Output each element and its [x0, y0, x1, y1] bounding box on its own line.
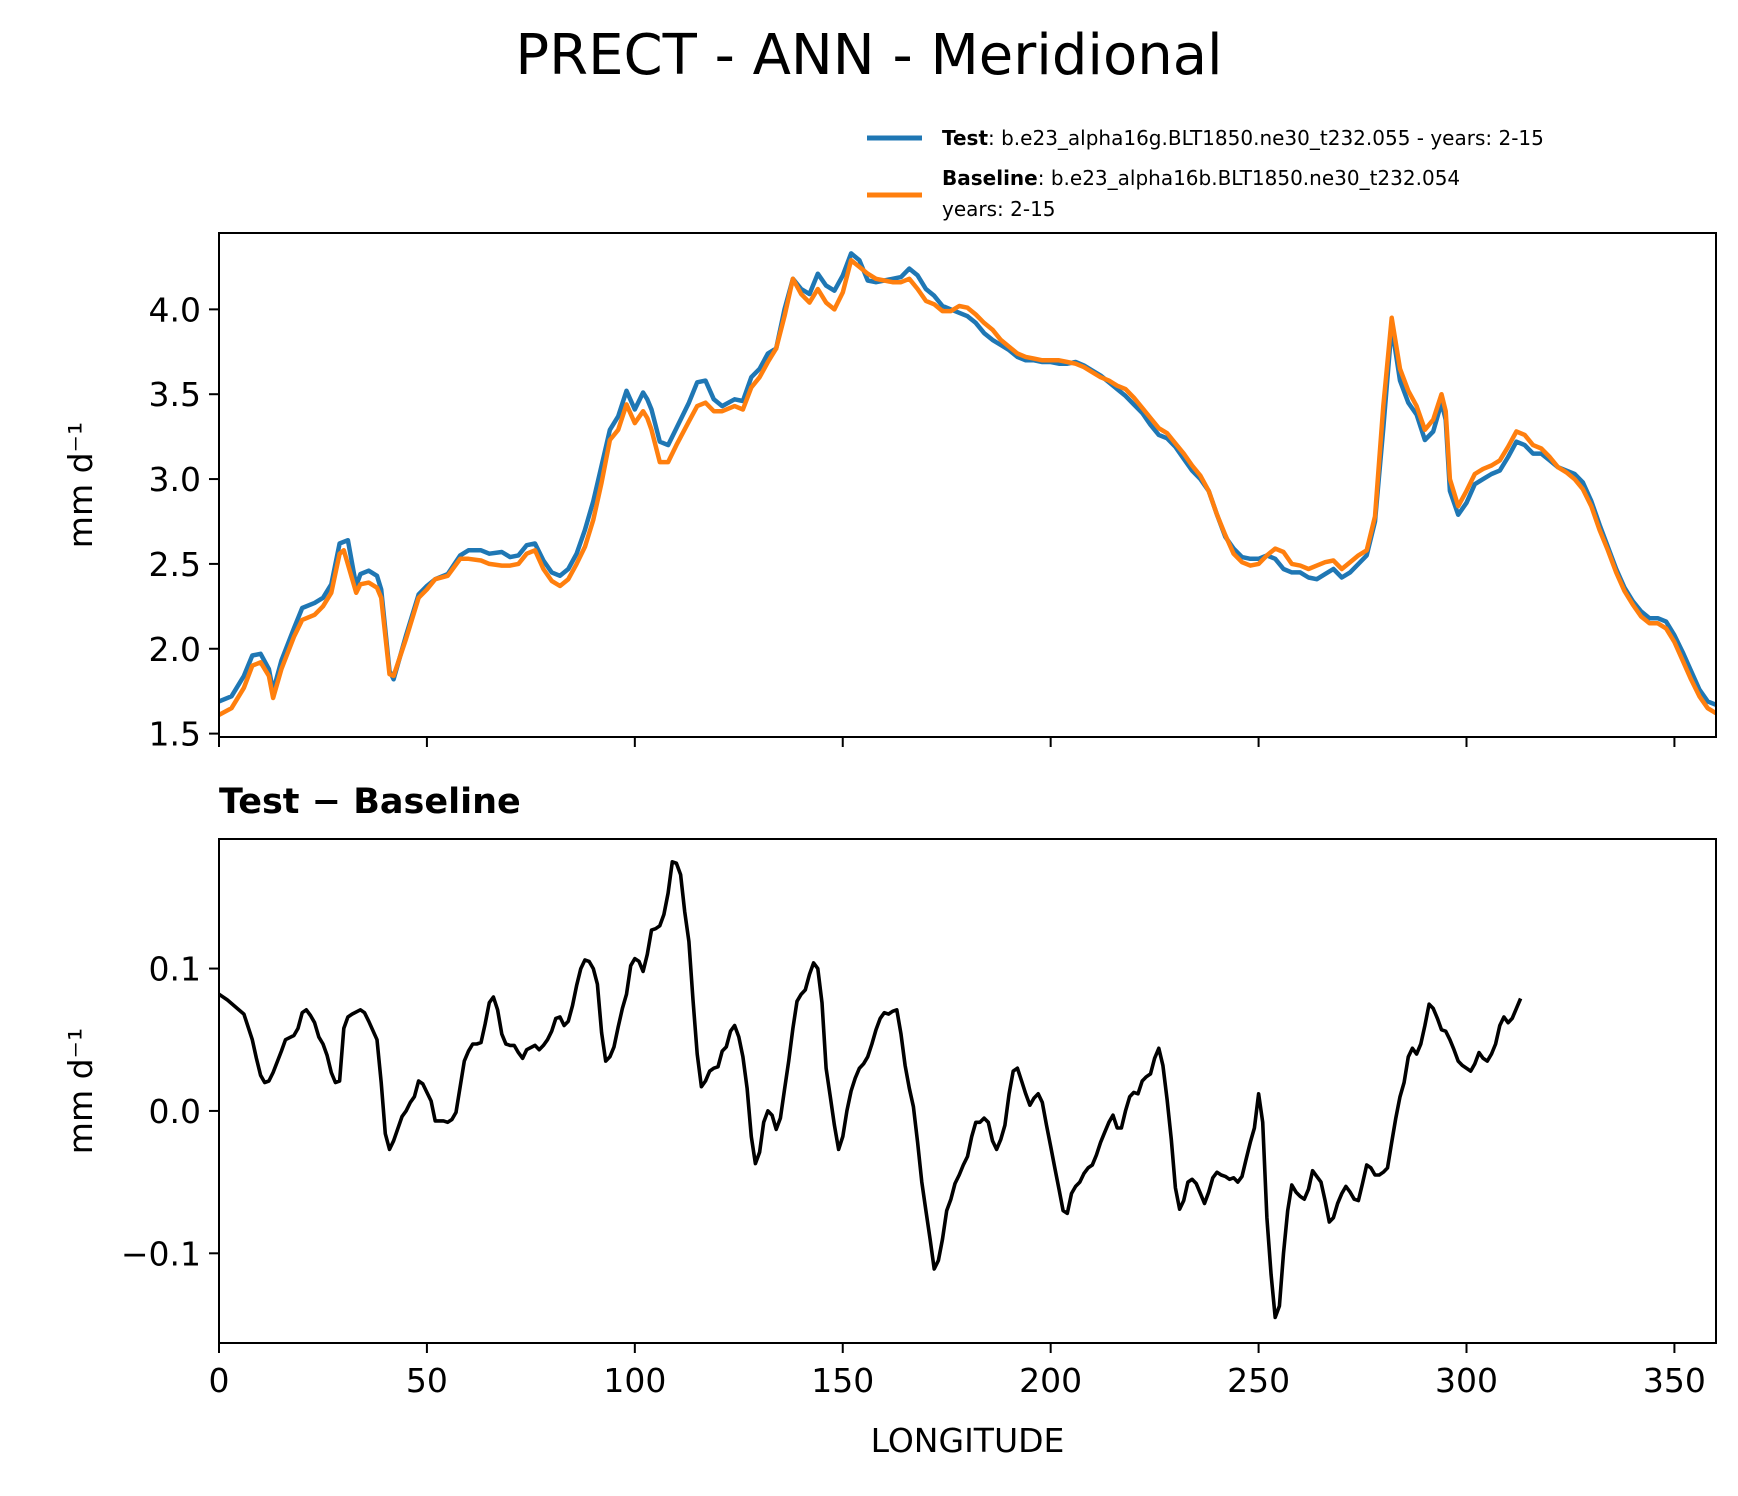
y-tick-label: 2.0 — [149, 630, 201, 669]
y-tick-label: −0.1 — [121, 1234, 201, 1273]
y-tick-label: 3.0 — [149, 460, 201, 499]
x-tick-label: 250 — [1227, 1361, 1290, 1400]
legend-baseline-text: : b.e23_alpha16b.BLT1850.ne30_t232.054 — [1038, 166, 1460, 190]
difference-panel-title: Test − Baseline — [219, 782, 521, 822]
y-tick-label: 3.5 — [149, 375, 201, 414]
y-axis-label: mm d⁻¹ — [61, 422, 100, 548]
y-axis-label: mm d⁻¹ — [61, 1028, 100, 1154]
legend-test-text: : b.e23_alpha16g.BLT1850.ne30_t232.055 -… — [988, 126, 1544, 150]
legend-baseline-name: Baseline — [942, 166, 1038, 190]
legend-entry-test: Test: b.e23_alpha16g.BLT1850.ne30_t232.0… — [942, 126, 1544, 150]
legend: Test: b.e23_alpha16g.BLT1850.ne30_t232.0… — [867, 126, 1544, 221]
plot-frame — [218, 232, 1717, 738]
x-tick-label: 300 — [1435, 1361, 1498, 1400]
x-axis-label: LONGITUDE — [871, 1421, 1065, 1460]
top-panel: 1.5 2.0 2.5 3.0 3.5 4.0 mm d⁻¹ — [61, 232, 1717, 754]
series-baseline-line — [219, 257, 1716, 717]
x-tick-label: 0 — [209, 1361, 230, 1400]
legend-test-name: Test — [942, 126, 988, 150]
legend-baseline-years: years: 2-15 — [942, 197, 1056, 221]
y-tick-label: 1.5 — [149, 715, 201, 754]
y-tick-label: 2.5 — [149, 545, 201, 584]
series-test-line — [219, 251, 1716, 707]
plot-frame — [218, 838, 1717, 1344]
x-tick-label: 200 — [1019, 1361, 1082, 1400]
y-tick-label: 0.0 — [149, 1092, 201, 1131]
x-tick-label: 50 — [406, 1361, 448, 1400]
y-tick-label: 0.1 — [149, 950, 201, 989]
bottom-panel: −0.1 0.0 0.1 0 50 100 150 200 250 300 350 mm d⁻¹ LON… — [61, 838, 1717, 1460]
x-tick-label: 350 — [1643, 1361, 1706, 1400]
y-tick-label: 4.0 — [149, 290, 201, 329]
chart-title: PRECT - ANN - Meridional — [515, 23, 1222, 88]
x-tick-label: 100 — [603, 1361, 666, 1400]
series-difference-line — [219, 860, 1523, 1320]
legend-entry-baseline: Baseline: b.e23_alpha16b.BLT1850.ne30_t2… — [942, 166, 1460, 190]
x-tick-label: 150 — [811, 1361, 874, 1400]
